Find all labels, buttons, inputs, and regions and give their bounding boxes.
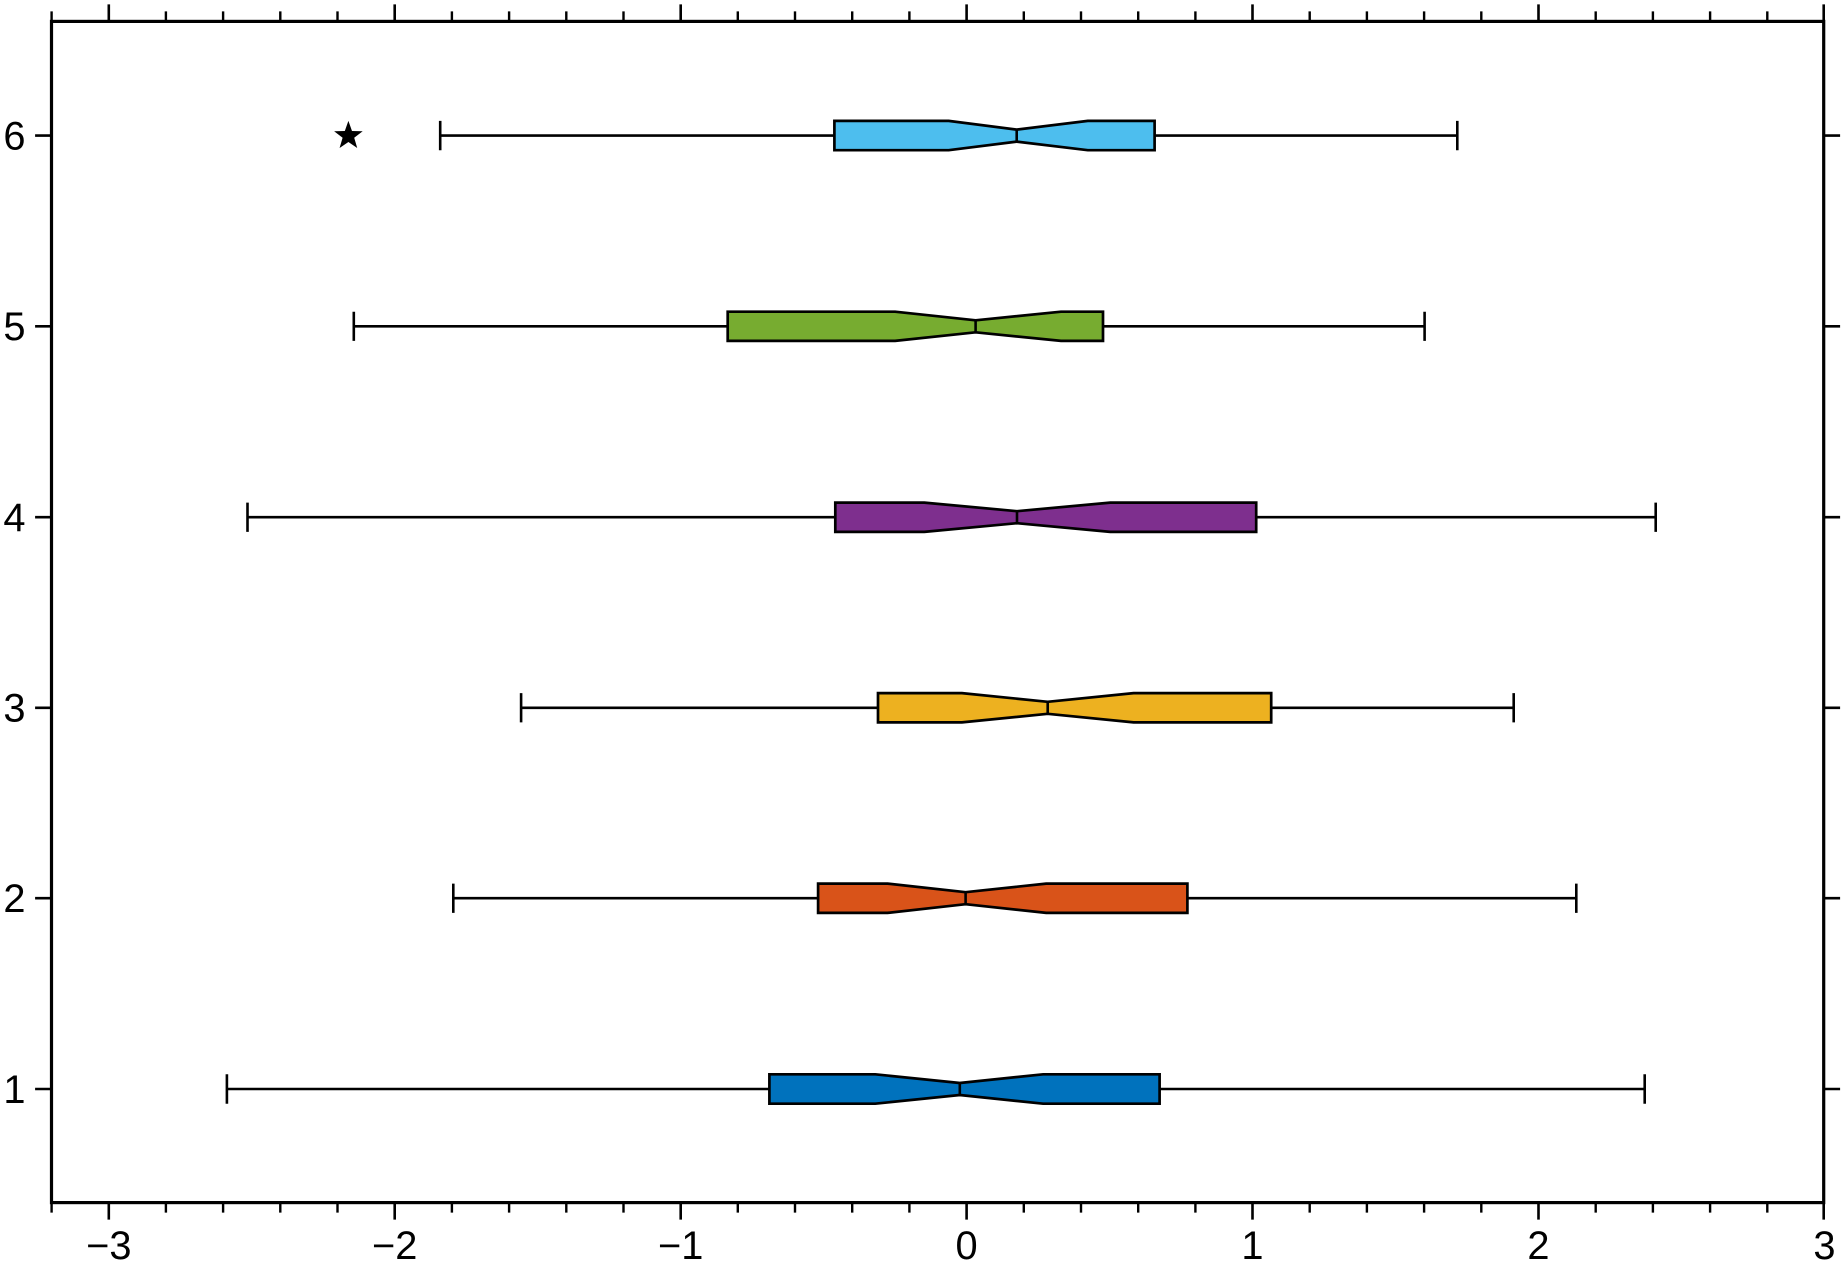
svg-text:−1: −1 [658, 1224, 703, 1263]
svg-text:3: 3 [1813, 1224, 1835, 1263]
svg-text:6: 6 [3, 114, 25, 158]
svg-text:5: 5 [3, 305, 25, 349]
svg-text:0: 0 [956, 1224, 978, 1263]
svg-text:3: 3 [3, 687, 25, 731]
svg-text:2: 2 [1527, 1224, 1549, 1263]
svg-text:−3: −3 [86, 1224, 131, 1263]
svg-text:1: 1 [1241, 1224, 1263, 1263]
svg-text:2: 2 [3, 877, 25, 921]
svg-text:−2: −2 [372, 1224, 417, 1263]
svg-text:4: 4 [3, 496, 25, 540]
svg-text:1: 1 [3, 1068, 25, 1112]
